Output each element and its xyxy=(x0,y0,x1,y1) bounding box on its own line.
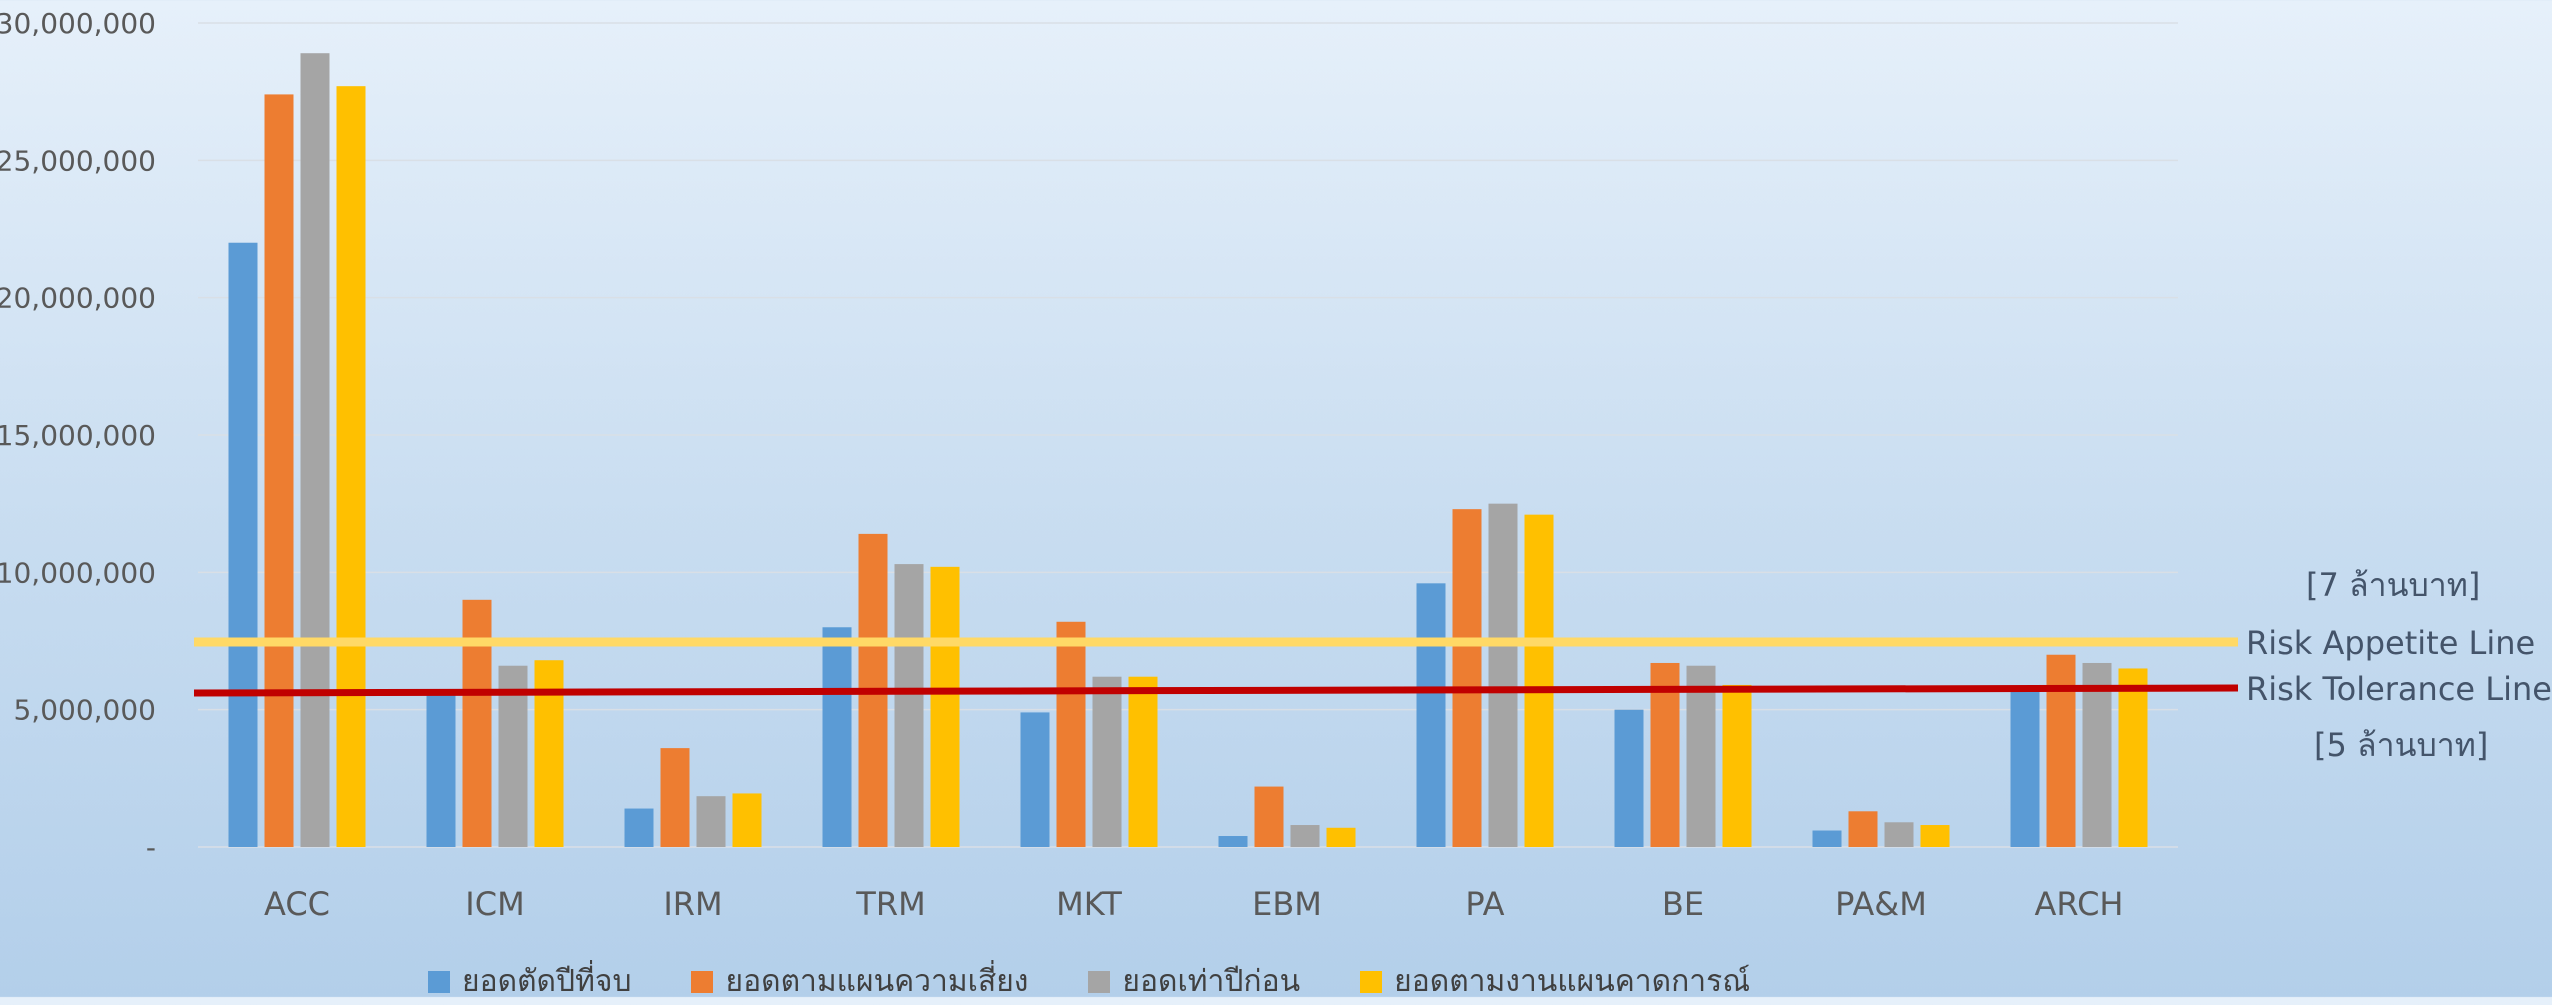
bar xyxy=(624,808,654,847)
x-category-label: MKT xyxy=(1056,885,1122,923)
bar xyxy=(1452,509,1482,847)
bar xyxy=(462,599,492,847)
bar xyxy=(1254,786,1284,847)
bar xyxy=(1128,676,1158,847)
legend-item: ยอดเท่าปีก่อน xyxy=(1088,958,1300,1005)
legend-item: ยอดตามแผนความเสี่ยง xyxy=(691,958,1028,1005)
bar xyxy=(696,796,726,847)
bar xyxy=(2010,690,2040,847)
x-category-label: PA xyxy=(1465,885,1504,923)
bar xyxy=(264,94,294,847)
reference-lines xyxy=(193,637,2239,697)
legend-label: ยอดตัดปีที่จบ xyxy=(462,964,632,999)
bar xyxy=(1290,825,1320,847)
bar xyxy=(1020,712,1050,847)
bar xyxy=(1848,811,1878,847)
bar xyxy=(1722,684,1752,847)
bar xyxy=(1686,665,1716,847)
tolerance-note: [5 ล้านบาท] xyxy=(2314,726,2489,764)
y-tick-label: 30,000,000 xyxy=(0,7,156,40)
bar xyxy=(498,665,528,847)
bar xyxy=(894,564,924,847)
bar xyxy=(2082,662,2112,847)
legend-label: ยอดตามแผนความเสี่ยง xyxy=(725,964,1029,999)
risk-tolerance-line xyxy=(193,684,2239,697)
x-category-label: TRM xyxy=(855,885,925,923)
legend-label: ยอดเท่าปีก่อน xyxy=(1122,964,1301,999)
bar xyxy=(1650,662,1680,847)
bar xyxy=(1488,503,1518,847)
bar xyxy=(1056,621,1086,847)
appetite-note: [7 ล้านบาท] xyxy=(2306,566,2481,604)
bar xyxy=(2118,668,2148,847)
legend-swatch xyxy=(1360,970,1383,993)
bar xyxy=(2046,654,2076,847)
legend-swatch xyxy=(1088,970,1111,993)
risk-appetite-label: Risk Appetite Line xyxy=(2246,624,2536,662)
x-category-label: ARCH xyxy=(2035,885,2124,923)
bar xyxy=(426,693,456,847)
bar xyxy=(1812,830,1842,847)
legend-swatch xyxy=(428,970,450,993)
bar xyxy=(1218,836,1248,847)
bar xyxy=(1092,676,1122,847)
legend-item: ยอดตัดปีที่จบ xyxy=(428,958,631,1005)
bars xyxy=(228,53,2148,848)
legend-swatch xyxy=(691,970,714,993)
y-tick-label: 15,000,000 xyxy=(0,419,156,452)
legend: ยอดตัดปีที่จบ ยอดตามแผนความเสี่ยง ยอดเท่… xyxy=(428,958,1750,1005)
bar xyxy=(1524,514,1554,847)
bar xyxy=(660,748,690,847)
x-category-label: IRM xyxy=(663,885,722,923)
x-category-label: ICM xyxy=(465,885,524,923)
legend-item: ยอดตามงานแผนคาดการณ์ xyxy=(1360,958,1750,1005)
bar xyxy=(336,86,366,847)
y-tick-label: 10,000,000 xyxy=(0,556,156,589)
bar xyxy=(300,53,330,848)
gridlines xyxy=(198,22,2178,848)
legend-label: ยอดตามงานแผนคาดการณ์ xyxy=(1394,964,1751,999)
y-tick-label: 5,000,000 xyxy=(13,694,156,727)
bar xyxy=(1884,822,1914,847)
x-category-label: EBM xyxy=(1252,885,1322,923)
bar xyxy=(1614,709,1644,847)
bar xyxy=(1326,827,1356,847)
bar xyxy=(228,242,258,847)
bar xyxy=(534,660,564,847)
y-axis-ticks: - 5,000,000 10,000,000 15,000,000 20,000,000… xyxy=(0,7,156,864)
x-axis-categories: ACC ICM IRM TRM MKT EBM PA BE PA&M ARCH xyxy=(264,885,2123,923)
y-tick-label: - xyxy=(146,831,156,864)
y-tick-label: 25,000,000 xyxy=(0,144,156,177)
bar xyxy=(930,566,960,847)
bar xyxy=(732,793,762,847)
x-category-label: BE xyxy=(1662,885,1704,923)
bar xyxy=(1920,825,1950,847)
x-category-label: ACC xyxy=(264,885,330,923)
y-tick-label: 20,000,000 xyxy=(0,282,156,315)
bar xyxy=(822,627,852,847)
bar xyxy=(1416,583,1446,847)
risk-tolerance-label: Risk Tolerance Line xyxy=(2246,670,2552,708)
x-category-label: PA&M xyxy=(1835,885,1927,923)
